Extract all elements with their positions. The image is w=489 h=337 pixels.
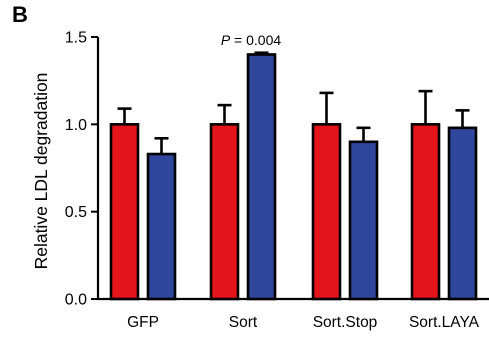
x-tick-label: Sort.LAYA (409, 314, 480, 331)
bar-sort-stop-1 (311, 123, 342, 301)
bar-sort-laya-1 (410, 123, 441, 301)
plot-area: 0.0 0.5 1.0 1.5 GFP Sort Sort.Stop Sort.LAYA P =… (65, 30, 489, 331)
x-tick-label: Sort (229, 314, 258, 331)
y-tick-label: 1.0 (65, 117, 87, 134)
y-tick-label: 1.5 (65, 30, 87, 47)
y-axis-title: Relative LDL degradation (31, 73, 51, 270)
p-value-annotation: P = 0.004 (221, 32, 282, 48)
bar-sort-laya-2 (447, 126, 478, 301)
y-tick-label: 0.5 (65, 204, 87, 221)
bar-gfp-2 (146, 152, 177, 301)
bar-chart: Relative LDL degradation 0.0 0.5 1.0 1.5 GFP… (31, 30, 489, 331)
y-tick-label: 0.0 (65, 292, 87, 309)
panel-letter: B (12, 2, 28, 27)
p-symbol: P (221, 32, 231, 48)
x-tick-label: GFP (127, 314, 159, 331)
bar-gfp-1 (109, 123, 140, 301)
bar-sort-2 (246, 53, 277, 301)
bar-sort-stop-2 (348, 140, 379, 301)
p-value-text: = 0.004 (230, 32, 281, 48)
x-tick-label: Sort.Stop (313, 314, 378, 331)
bar-sort-1 (209, 123, 240, 301)
